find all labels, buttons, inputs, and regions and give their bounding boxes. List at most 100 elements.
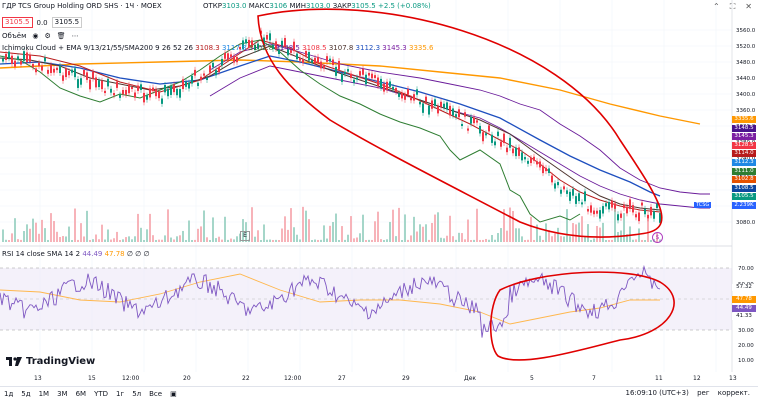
candle-body bbox=[134, 92, 136, 98]
volume-bar bbox=[287, 229, 289, 242]
candle-body bbox=[113, 93, 115, 96]
candle-body bbox=[80, 78, 82, 85]
volume-bar bbox=[428, 239, 430, 242]
range-button[interactable]: YTD bbox=[94, 390, 109, 398]
rsi-label[interactable]: RSI 14 close SMA 14 2 bbox=[2, 250, 81, 258]
delete-icon[interactable]: 🗑 bbox=[56, 32, 66, 40]
rsi-line bbox=[0, 264, 661, 338]
candle-body bbox=[209, 65, 211, 73]
candle-body bbox=[137, 85, 139, 91]
candle-body bbox=[224, 52, 226, 59]
volume-bar bbox=[524, 239, 526, 242]
ichimoku-label[interactable]: Ichimoku Cloud + EMA 9/13/21/55/SMA200 9… bbox=[2, 44, 193, 52]
ticker-tag: TCSG bbox=[694, 202, 712, 208]
volume-bar bbox=[14, 218, 16, 242]
volume-bar bbox=[632, 239, 634, 242]
open-label: ОТКР bbox=[203, 2, 222, 10]
candle-body bbox=[203, 73, 205, 76]
volume-bar bbox=[350, 216, 352, 242]
range-button[interactable]: 1д bbox=[4, 390, 14, 398]
volume-bar bbox=[593, 238, 595, 242]
candle-body bbox=[482, 132, 484, 142]
candle-body bbox=[437, 106, 439, 114]
volume-bar bbox=[200, 226, 202, 242]
range-button[interactable]: 1М bbox=[38, 390, 50, 398]
dividend-marker[interactable]: $ bbox=[652, 232, 663, 243]
candle-body bbox=[194, 69, 196, 76]
volume-bar bbox=[413, 216, 415, 242]
volume-bar bbox=[260, 240, 262, 242]
kumo-upper-line bbox=[209, 43, 710, 195]
candle-body bbox=[533, 156, 535, 161]
volume-bar bbox=[26, 224, 28, 242]
volume-label[interactable]: Объём bbox=[2, 32, 27, 40]
candle-body bbox=[89, 79, 91, 90]
ichimoku-value: 3112.3 bbox=[353, 44, 381, 52]
session-mode[interactable]: рег bbox=[697, 389, 710, 397]
volume-bar bbox=[383, 239, 385, 242]
volume-bar bbox=[125, 237, 127, 242]
clock-text: 16:09:10 (UTC+3) bbox=[625, 389, 689, 397]
buy-price-button[interactable]: 3105.5 bbox=[51, 17, 83, 28]
volume-bar bbox=[395, 236, 397, 242]
candle-body bbox=[14, 60, 16, 67]
kumo-lower-line bbox=[209, 65, 710, 209]
volume-bar bbox=[110, 239, 112, 242]
candle-body bbox=[380, 78, 382, 89]
candle-body bbox=[605, 203, 607, 207]
candle-body bbox=[413, 94, 415, 101]
volume-bar bbox=[77, 239, 79, 242]
earnings-marker[interactable]: E bbox=[240, 231, 250, 241]
candle-body bbox=[587, 209, 589, 212]
volume-bar bbox=[143, 239, 145, 242]
volume-bar bbox=[344, 239, 346, 242]
volume-bar bbox=[644, 239, 646, 242]
rsi-tick-label: 10.00 bbox=[738, 358, 754, 364]
candle-body bbox=[593, 210, 595, 215]
settings-icon[interactable]: ⚙ bbox=[44, 32, 51, 40]
range-button[interactable]: 5л bbox=[132, 390, 142, 398]
volume-bar bbox=[422, 226, 424, 242]
volume-bar bbox=[437, 212, 439, 242]
volume-bar bbox=[50, 213, 52, 242]
range-button[interactable]: 3М bbox=[57, 390, 68, 398]
range-button[interactable]: 6М bbox=[75, 390, 87, 398]
volume-bar bbox=[431, 222, 433, 242]
price-tag: 3335.6 bbox=[732, 116, 756, 123]
price-tag: 3148.5 bbox=[732, 124, 756, 132]
candle-body bbox=[365, 74, 367, 85]
volume-bar bbox=[278, 239, 280, 242]
candle-body bbox=[488, 125, 490, 132]
volume-bar bbox=[314, 239, 316, 242]
volume-bars bbox=[2, 206, 661, 242]
candle-body bbox=[188, 82, 190, 89]
candle-body bbox=[389, 81, 391, 87]
ichimoku-value: 3148.5 bbox=[273, 44, 300, 52]
ema21-line bbox=[0, 45, 661, 211]
rsi-legend: RSI 14 close SMA 14 2 44.49 47.78 ∅ ∅ ∅ bbox=[2, 250, 150, 258]
candle-body bbox=[554, 183, 556, 189]
volume-bar bbox=[506, 230, 508, 242]
range-button[interactable]: 1г bbox=[116, 390, 125, 398]
collapse-icon[interactable]: ⌃ bbox=[712, 2, 720, 11]
calendar-icon[interactable]: ▣ bbox=[170, 390, 177, 398]
candle-body bbox=[302, 59, 304, 64]
volume-bar bbox=[482, 239, 484, 242]
candle-body bbox=[182, 79, 184, 90]
range-button[interactable]: 5д bbox=[21, 390, 31, 398]
volume-bar bbox=[296, 234, 298, 242]
candle-body bbox=[620, 213, 622, 218]
fullscreen-icon[interactable]: ⛶ bbox=[729, 2, 736, 11]
close-icon[interactable]: ✕ bbox=[745, 2, 752, 11]
symbol-title[interactable]: ГДР TCS Group Holding ORD SHS · 1Ч · MOE… bbox=[2, 2, 162, 10]
eye-icon[interactable]: ◉ bbox=[32, 32, 39, 40]
adjust-toggle[interactable]: коррект. bbox=[717, 389, 750, 397]
sell-price-button[interactable]: 3105.5 bbox=[2, 17, 33, 28]
more-icon[interactable]: ⋯ bbox=[71, 32, 79, 40]
range-button[interactable]: Все bbox=[149, 390, 163, 398]
volume-bar bbox=[323, 225, 325, 242]
volume-bar bbox=[572, 223, 574, 242]
volume-bar bbox=[311, 239, 313, 242]
volume-bar bbox=[386, 239, 388, 242]
